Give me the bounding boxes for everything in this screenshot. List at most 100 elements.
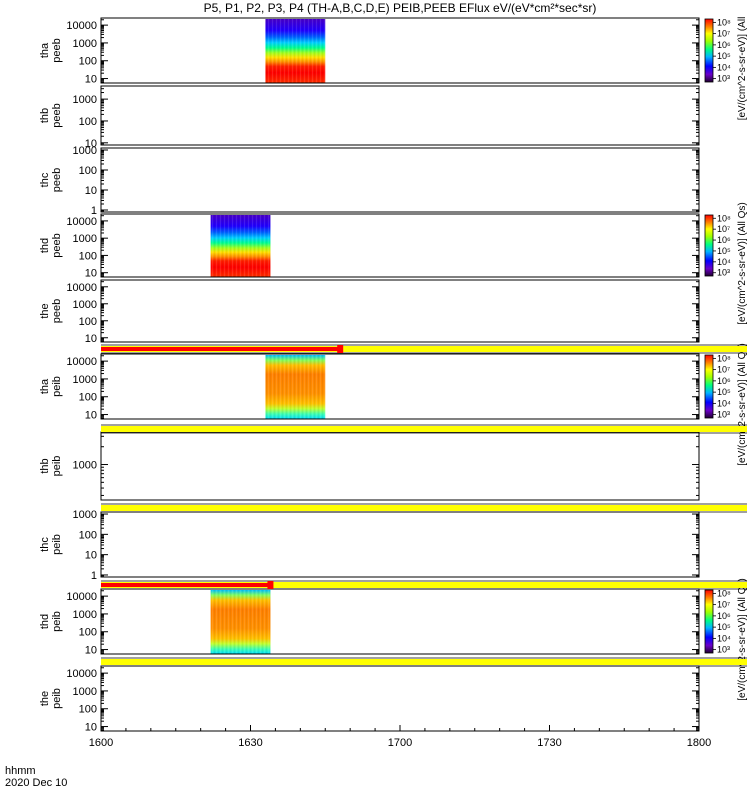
- colorbar-tick-label: 10⁷: [717, 224, 730, 234]
- y-tick-label-thd-peib: 100: [79, 627, 97, 639]
- instrument-label: peeb: [51, 168, 63, 192]
- y-tick-label-tha-peib: 100: [79, 392, 97, 404]
- y-tick-label-tha-peib: 1000: [73, 374, 97, 386]
- panel-thc-peeb: 1 10 100 1000 thc peeb: [39, 145, 700, 217]
- colorbar-tick-label: 10⁶: [717, 611, 731, 621]
- minor-ticks-tha-peeb: [101, 19, 699, 83]
- y-tick-label-thd-peib: 10: [85, 645, 97, 657]
- probe-label: the: [39, 691, 51, 706]
- status-bar-yellow: [101, 582, 699, 588]
- minor-ticks-thd-peib: [101, 590, 699, 654]
- y-tick-label-thc-peeb: 10: [85, 185, 97, 197]
- colorbar-tick-label: 10⁷: [717, 29, 730, 39]
- y-tick-label-thc-peib: 1: [91, 570, 97, 582]
- probe-label: tha: [39, 42, 51, 58]
- y-tick-label-tha-peib: 10000: [66, 356, 97, 368]
- panel-label-tha-peib: tha peib: [39, 376, 63, 397]
- probe-label: thd: [39, 614, 51, 629]
- probe-label: thb: [39, 458, 51, 473]
- colorbar-tha-peeb: [704, 18, 714, 83]
- colorbar-tick-label: 10³: [717, 74, 730, 84]
- colorbar-tick-label: 10⁸: [717, 17, 731, 27]
- panel-frame-tha-peeb: [100, 17, 700, 84]
- x-tick-label: 1730: [537, 737, 561, 749]
- y-tick-label-the-peeb: 100: [79, 316, 97, 328]
- y-tick-label-thd-peib: 1000: [73, 609, 97, 621]
- panel-frame-thc-peeb: [100, 147, 700, 213]
- y-tick-label-thc-peib: 1000: [73, 509, 97, 521]
- y-tick-label-the-peib: 100: [79, 704, 97, 716]
- minor-ticks-the-peeb: [101, 281, 699, 343]
- instrument-label: peib: [51, 611, 63, 632]
- colorbar-title-tha-peeb: [eV/(cm^2-s-sr-eV)] (All: [737, 17, 748, 121]
- status-bar-yellow: [101, 659, 699, 665]
- panel-frame-thd-peib: [100, 588, 700, 655]
- y-tick-label-thc-peeb: 100: [79, 165, 97, 177]
- x-axis-label: hhmm 2020 Dec 10: [5, 765, 67, 789]
- colorbar-tha-peib: [704, 354, 714, 419]
- page-title: P5, P1, P2, P3, P4 (TH-A,B,C,D,E) PEIB,P…: [203, 1, 597, 15]
- minor-ticks-thb-peib: [101, 435, 699, 496]
- y-tick-label-thc-peib: 10: [85, 550, 97, 562]
- y-tick-label-tha-peeb: 10000: [66, 20, 97, 32]
- spectrogram-texture-thd-peeb: [210, 215, 271, 277]
- colorbar-title-text: [eV/(cm^2-s-sr-eV)] (All Qs): [737, 343, 748, 465]
- panel-frame-the-peeb: [100, 279, 700, 343]
- status-bar-red-marker: [337, 345, 344, 353]
- panel-label-thb-peeb: thb peeb: [39, 103, 63, 127]
- x-tick-label: 1800: [687, 737, 711, 749]
- colorbar-tick-label: 10⁸: [717, 213, 731, 223]
- colorbar-tick-label: 10⁶: [717, 235, 731, 245]
- probe-label: thc: [39, 537, 51, 552]
- y-tick-label-thd-peeb: 10: [85, 268, 97, 280]
- panel-thb-peib: 1000 thb peib: [39, 431, 700, 501]
- probe-label: the: [39, 303, 51, 318]
- y-tick-label-thd-peeb: 1000: [73, 233, 97, 245]
- spectrogram-texture-tha-peeb: [265, 19, 326, 83]
- colorbar-title-text: [eV/(cm^2-s-sr-eV)] (All Qs): [737, 202, 748, 324]
- status-bar-yellow: [101, 505, 699, 511]
- y-tick-label-tha-peeb: 1000: [73, 38, 97, 50]
- probe-label: tha: [39, 378, 51, 394]
- colorbar-tick-label: 10³: [717, 410, 730, 420]
- instrument-label: peeb: [51, 38, 63, 62]
- x-tick-label: 1600: [89, 737, 113, 749]
- instrument-label: peib: [51, 688, 63, 709]
- y-tick-label-tha-peeb: 100: [79, 56, 97, 68]
- minor-ticks-the-peib: [101, 667, 699, 731]
- y-tick-label-thd-peib: 10000: [66, 591, 97, 603]
- status-bar-extension: [699, 582, 747, 588]
- colorbar-tick-label: 10⁴: [717, 398, 731, 408]
- colorbar-tick-label: 10⁷: [717, 365, 730, 375]
- panel-label-the-peeb: the peeb: [39, 299, 63, 323]
- y-tick-label-thb-peeb: 1000: [73, 94, 97, 106]
- status-bar-red-marker: [267, 581, 274, 589]
- probe-label: thd: [39, 238, 51, 253]
- colorbar-tick-label: 10⁶: [717, 40, 731, 50]
- status-bar-yellow: [101, 426, 699, 432]
- y-tick-label-thb-peeb: 10: [85, 138, 97, 150]
- y-tick-label-the-peeb: 10000: [66, 282, 97, 294]
- instrument-label: peib: [51, 456, 63, 477]
- colorbar-tick-label: 10⁴: [717, 633, 731, 643]
- colorbar-tick-label: 10⁵: [717, 622, 731, 632]
- colorbar-tick-label: 10³: [717, 645, 730, 655]
- panel-label-the-peib: the peib: [39, 688, 63, 709]
- y-tick-label-the-peeb: 1000: [73, 299, 97, 311]
- instrument-label: peeb: [51, 233, 63, 257]
- panel-label-thb-peib: thb peib: [39, 456, 63, 477]
- colorbar-title-text: [eV/(cm^2-s-sr-eV)] (All: [737, 17, 748, 121]
- spectrogram-texture-thd-peib: [210, 590, 271, 654]
- colorbar-tick-label: 10⁴: [717, 62, 731, 72]
- colorbar-title-thd-peeb: [eV/(cm^2-s-sr-eV)] (All Qs): [737, 202, 748, 324]
- status-bar-extension: [699, 346, 747, 352]
- panel-thb-peeb: 10 100 1000 thb peeb: [39, 85, 700, 150]
- panel-frame-thc-peib: [100, 511, 700, 578]
- colorbar-tick-label: 10³: [717, 268, 730, 278]
- y-tick-label-thc-peeb: 1: [91, 205, 97, 217]
- y-tick-label-thb-peeb: 100: [79, 116, 97, 128]
